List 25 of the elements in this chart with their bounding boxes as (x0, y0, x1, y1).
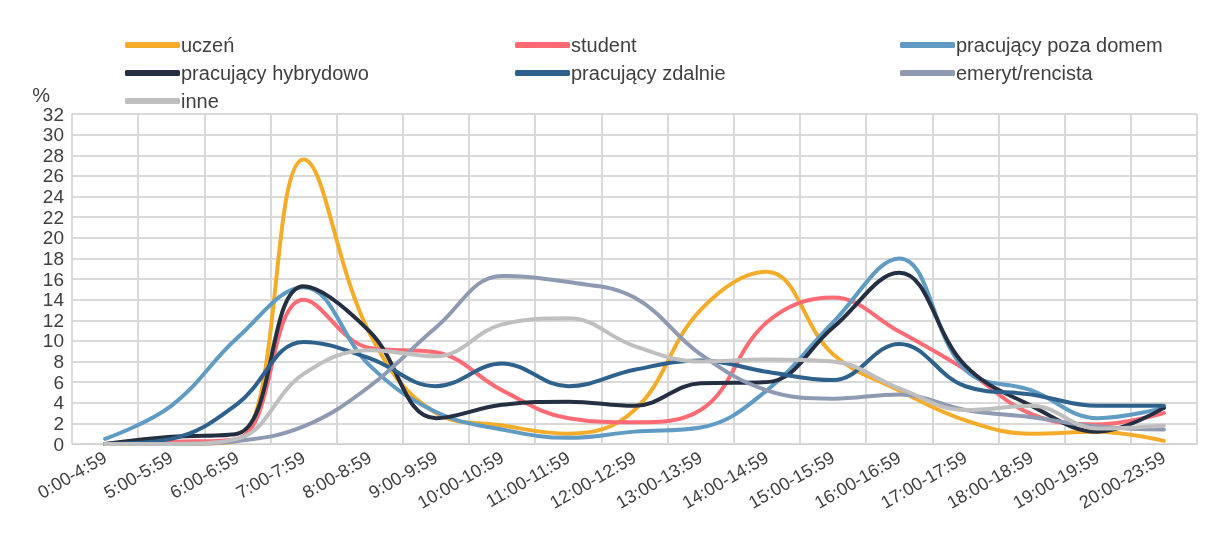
legend-label: uczeń (181, 34, 235, 56)
y-tick-label: 10 (42, 330, 64, 352)
legend-label: pracujący hybrydowo (181, 62, 369, 84)
y-axis-title: % (32, 83, 51, 106)
legend-label: student (571, 34, 638, 56)
y-tick-label: 12 (42, 309, 64, 331)
legend-label: pracujący zdalnie (571, 62, 726, 84)
y-tick-label: 0 (53, 433, 64, 455)
y-tick-label: 32 (42, 103, 64, 125)
y-tick-label: 22 (42, 206, 64, 228)
y-tick-label: 24 (42, 186, 65, 207)
y-tick-label: 16 (42, 268, 64, 290)
legend-label: pracujący poza domem (956, 34, 1163, 56)
legend-label: emeryt/rencista (956, 62, 1094, 84)
y-tick-label: 28 (42, 144, 64, 166)
legend-label: inne (181, 90, 219, 112)
y-tick-label: 8 (53, 351, 64, 372)
y-tick-label: 18 (42, 247, 64, 269)
y-tick-label: 20 (42, 227, 64, 249)
y-tick-label: 26 (42, 165, 64, 187)
y-tick-label: 2 (53, 412, 64, 434)
y-tick-label: 14 (42, 289, 65, 311)
y-tick-label: 30 (42, 124, 64, 146)
y-tick-label: 6 (53, 371, 64, 393)
y-tick-label: 4 (53, 392, 65, 414)
